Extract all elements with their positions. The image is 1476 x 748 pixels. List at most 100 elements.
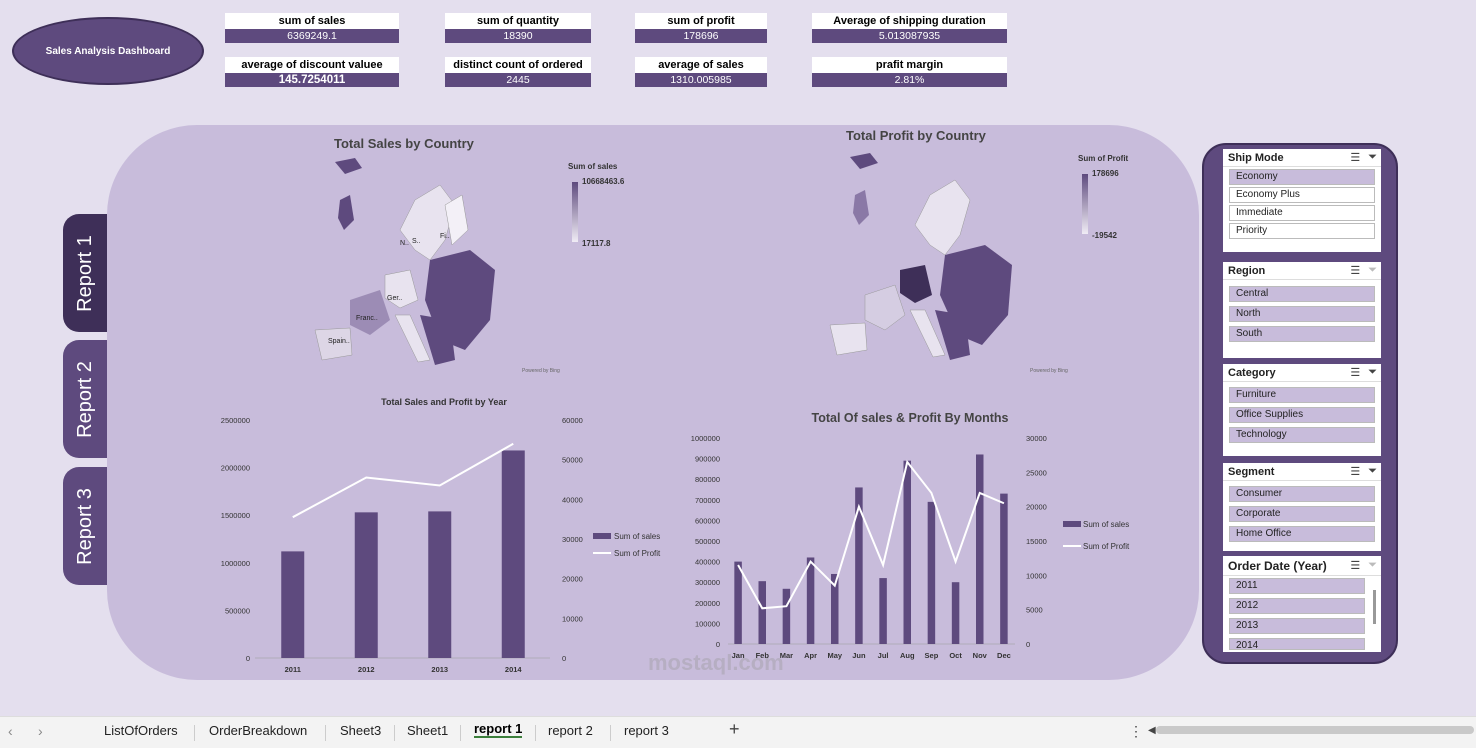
legend-label-profit: Sum of Profit xyxy=(614,549,661,558)
profit-legend-gradient xyxy=(1082,174,1088,234)
sheet-tab-listoforders[interactable]: ListOfOrders xyxy=(104,723,178,738)
sheet-tab-report-2[interactable]: report 2 xyxy=(548,723,593,738)
kpi-label: average of discount valuee xyxy=(225,57,399,73)
map-uk xyxy=(338,195,354,230)
add-sheet-icon[interactable]: + xyxy=(729,719,740,739)
slicer-item-central[interactable]: Central xyxy=(1229,286,1375,302)
kpi-profit-margin: prafit margin 2.81% xyxy=(812,57,1007,87)
x-tick-label: Jun xyxy=(852,651,866,660)
slicer-item-immediate[interactable]: Immediate xyxy=(1229,205,1375,221)
y-tick-label: 300000 xyxy=(695,578,720,587)
multi-select-icon[interactable]: ☰ xyxy=(1350,152,1361,164)
slicer-region: Region ☰ ⏷ Central North South xyxy=(1223,262,1381,358)
y-tick-label: 200000 xyxy=(695,599,720,608)
slicer-item-priority[interactable]: Priority xyxy=(1229,223,1375,239)
bar-feb xyxy=(758,581,766,644)
y-tick-label: 2000000 xyxy=(221,464,250,473)
tab-report-1[interactable]: Report 1 xyxy=(63,214,107,332)
sales-legend-max: 10668463.6 xyxy=(582,177,625,186)
legend-label-sales: Sum of sales xyxy=(1083,520,1129,529)
slicer-item-2014[interactable]: 2014 xyxy=(1229,638,1365,651)
y2-tick-label: 0 xyxy=(562,654,566,663)
y-tick-label: 1000000 xyxy=(691,434,720,443)
tab-report-3[interactable]: Report 3 xyxy=(63,467,107,585)
y2-tick-label: 10000 xyxy=(1026,571,1047,580)
slicer-item-technology[interactable]: Technology xyxy=(1229,427,1375,443)
slicer-item-furniture[interactable]: Furniture xyxy=(1229,387,1375,403)
sheet-tab-sheet3[interactable]: Sheet3 xyxy=(340,723,382,738)
clear-filter-icon[interactable]: ⏷ xyxy=(1368,559,1377,571)
map-uk xyxy=(853,190,869,225)
y-tick-label: 100000 xyxy=(695,619,720,628)
x-tick-label: 2012 xyxy=(358,665,375,674)
scroll-left-icon[interactable]: ◀ xyxy=(1148,725,1156,736)
kpi-sum-of-profit: sum of profit 178696 xyxy=(635,13,767,43)
bar-jun xyxy=(855,487,863,644)
x-tick-label: 2014 xyxy=(505,665,523,674)
x-tick-label: Feb xyxy=(756,651,770,660)
kpi-value: 145.7254011 xyxy=(225,73,399,87)
slicer-item-home-office[interactable]: Home Office xyxy=(1229,526,1375,542)
bar-2012 xyxy=(354,512,378,658)
bar-2011 xyxy=(281,551,305,658)
y-tick-label: 1500000 xyxy=(221,511,250,520)
legend-swatch-sales xyxy=(593,533,611,539)
bar-mar xyxy=(782,588,791,644)
multi-select-icon[interactable]: ☰ xyxy=(1350,560,1361,572)
y2-tick-label: 50000 xyxy=(562,456,583,465)
legend-label-sales: Sum of sales xyxy=(614,532,660,541)
slicer-item-economy[interactable]: Economy xyxy=(1229,169,1375,185)
map-credit: Powered by Bing xyxy=(1030,368,1068,374)
y2-tick-label: 30000 xyxy=(1026,434,1047,443)
map-scandinavia xyxy=(399,184,456,261)
profit-map-title: Total Profit by Country xyxy=(846,128,986,143)
y2-tick-label: 20000 xyxy=(562,575,583,584)
multi-select-icon[interactable]: ☰ xyxy=(1350,265,1361,277)
kpi-sum-of-sales: sum of sales 6369249.1 xyxy=(225,13,399,43)
y-tick-label: 600000 xyxy=(695,516,720,525)
multi-select-icon[interactable]: ☰ xyxy=(1350,367,1361,379)
multi-select-icon[interactable]: ☰ xyxy=(1350,466,1361,478)
prev-sheet-icon[interactable]: ‹ xyxy=(8,723,13,739)
slicer-item-south[interactable]: South xyxy=(1229,326,1375,342)
map-spain xyxy=(829,322,868,356)
x-tick-label: 2013 xyxy=(431,665,448,674)
kpi-label: prafit margin xyxy=(812,57,1007,73)
tab-report-2[interactable]: Report 2 xyxy=(63,340,107,458)
clear-filter-icon[interactable]: ⏷ xyxy=(1368,151,1377,163)
kpi-label: Average of shipping duration xyxy=(812,13,1007,29)
tab-label: Report 2 xyxy=(73,360,96,438)
slicer-item-consumer[interactable]: Consumer xyxy=(1229,486,1375,502)
map-germany xyxy=(384,269,419,309)
slicer-item-economy-plus[interactable]: Economy Plus xyxy=(1229,187,1375,203)
slicer-item-2012[interactable]: 2012 xyxy=(1229,598,1365,614)
kpi-label: sum of profit xyxy=(635,13,767,29)
more-options-icon[interactable]: ⋮ xyxy=(1129,723,1143,739)
profit-line xyxy=(737,459,1005,610)
sales-map: Fi.. N.. S.. Ger.. Franc.. Spain.. Power… xyxy=(314,158,560,374)
slicer-item-2013[interactable]: 2013 xyxy=(1229,618,1365,634)
clear-filter-icon[interactable]: ⏷ xyxy=(1368,465,1377,477)
next-sheet-icon[interactable]: › xyxy=(38,723,43,739)
sheet-tab-report-1[interactable]: report 1 xyxy=(474,721,523,738)
slicer-item-north[interactable]: North xyxy=(1229,306,1375,322)
slicer-item-corporate[interactable]: Corporate xyxy=(1229,506,1375,522)
profit-legend-title: Sum of Profit xyxy=(1078,154,1129,163)
sales-legend-title: Sum of sales xyxy=(568,162,618,171)
sheet-tab-orderbreakdown[interactable]: OrderBreakdown xyxy=(209,723,308,738)
sheet-tab-report-3[interactable]: report 3 xyxy=(624,723,669,738)
slicer-title: Segment xyxy=(1228,465,1275,478)
clear-filter-icon[interactable]: ⏷ xyxy=(1368,264,1377,276)
horizontal-scrollbar[interactable] xyxy=(1156,726,1474,734)
y-tick-label: 400000 xyxy=(695,558,720,567)
map-scandinavia xyxy=(914,179,971,256)
slicer-item-office-supplies[interactable]: Office Supplies xyxy=(1229,407,1375,423)
y-tick-label: 0 xyxy=(716,640,720,649)
clear-filter-icon[interactable]: ⏷ xyxy=(1368,366,1377,378)
slicer-scrollbar[interactable] xyxy=(1373,590,1376,624)
bar-may xyxy=(831,573,839,644)
slicer-order-date-year: Order Date (Year) ☰ ⏷ 2011 2012 2013 2014 xyxy=(1223,556,1381,652)
slicer-item-2011[interactable]: 2011 xyxy=(1229,578,1365,594)
sheet-tab-sheet1[interactable]: Sheet1 xyxy=(407,723,449,738)
slicer-title: Ship Mode xyxy=(1228,151,1284,164)
